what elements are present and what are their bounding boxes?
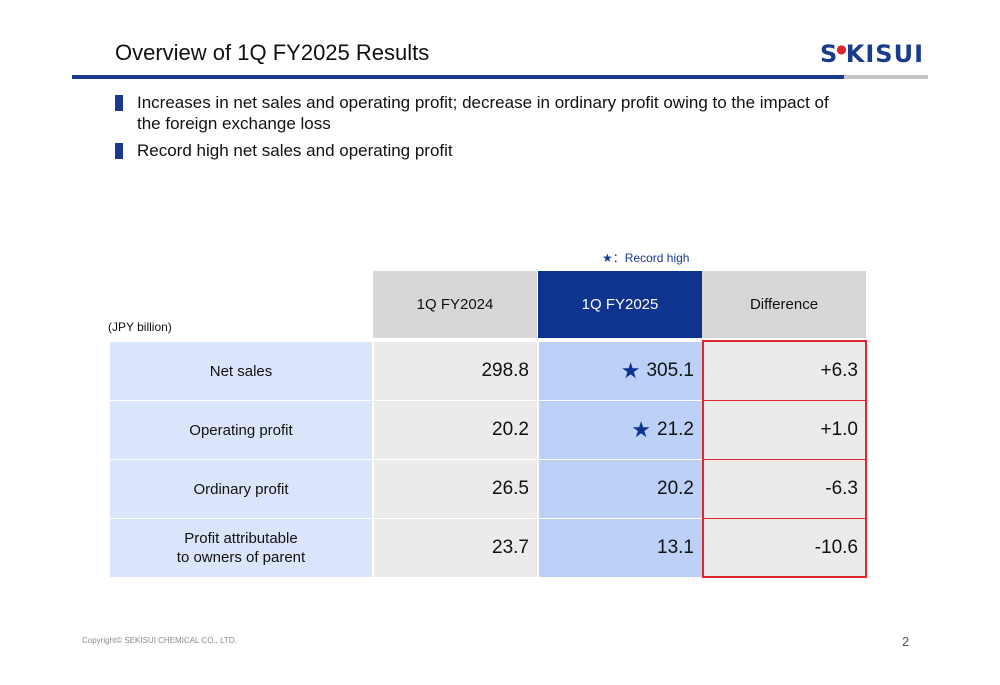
- row-label-text: Profit attributable to owners of parent: [177, 529, 305, 567]
- sekisui-logo: S●KISUI: [820, 40, 924, 68]
- page-number: 2: [902, 634, 910, 649]
- difference-divider: [702, 400, 867, 401]
- value-1q-fy2024: 26.5: [374, 460, 537, 518]
- header-rule-blue: [72, 75, 844, 79]
- row-label-line: to owners of parent: [176, 549, 306, 566]
- logo-text-start: S: [820, 40, 839, 68]
- bullet-text: Increases in net sales and operating pro…: [137, 93, 829, 133]
- value-1q-fy2025: 20.2: [539, 460, 702, 518]
- difference-divider: [702, 518, 867, 519]
- bullet-item: Record high net sales and operating prof…: [115, 140, 855, 161]
- value-difference: -10.6: [704, 519, 866, 577]
- column-header-difference: Difference: [702, 271, 866, 338]
- row-label: Ordinary profit: [110, 460, 372, 518]
- value-1q-fy2024: 298.8: [374, 342, 537, 400]
- bullet-list: Increases in net sales and operating pro…: [115, 92, 855, 167]
- value-difference: +6.3: [704, 342, 866, 400]
- unit-label: (JPY billion): [108, 320, 172, 334]
- row-label-line: Profit attributable: [184, 530, 298, 547]
- value-1q-fy2024: 23.7: [374, 519, 537, 577]
- logo-red-dot: ●: [836, 42, 848, 56]
- value-1q-fy2025: ★ 305.1: [539, 342, 702, 400]
- row-label: Operating profit: [110, 401, 372, 459]
- value-1q-fy2025: 13.1: [539, 519, 702, 577]
- row-label: Profit attributable to owners of parent: [110, 519, 372, 577]
- value-text: 305.1: [646, 360, 694, 381]
- difference-divider: [702, 459, 867, 460]
- bullet-marker-icon: [115, 95, 123, 111]
- value-difference: -6.3: [704, 460, 866, 518]
- bullet-item: Increases in net sales and operating pro…: [115, 92, 855, 134]
- record-star-icon: ★: [631, 417, 652, 442]
- value-difference: +1.0: [704, 401, 866, 459]
- record-high-legend: ★：Record high: [602, 251, 690, 265]
- bullet-text: Record high net sales and operating prof…: [137, 141, 453, 160]
- logo-text-end: KISUI: [845, 40, 925, 68]
- value-1q-fy2024: 20.2: [374, 401, 537, 459]
- column-header-1q-fy2024: 1Q FY2024: [373, 271, 537, 338]
- copyright-text: Copyright© SEKISUI CHEMICAL CO., LTD.: [82, 636, 237, 645]
- bullet-marker-icon: [115, 143, 123, 159]
- value-text: 21.2: [657, 419, 694, 440]
- value-1q-fy2025: ★ 21.2: [539, 401, 702, 459]
- header-rule-gray: [844, 75, 928, 79]
- record-star-icon: ★: [620, 358, 641, 383]
- page-title: Overview of 1Q FY2025 Results: [115, 40, 430, 65]
- row-label: Net sales: [110, 342, 372, 400]
- column-header-1q-fy2025: 1Q FY2025: [538, 271, 702, 338]
